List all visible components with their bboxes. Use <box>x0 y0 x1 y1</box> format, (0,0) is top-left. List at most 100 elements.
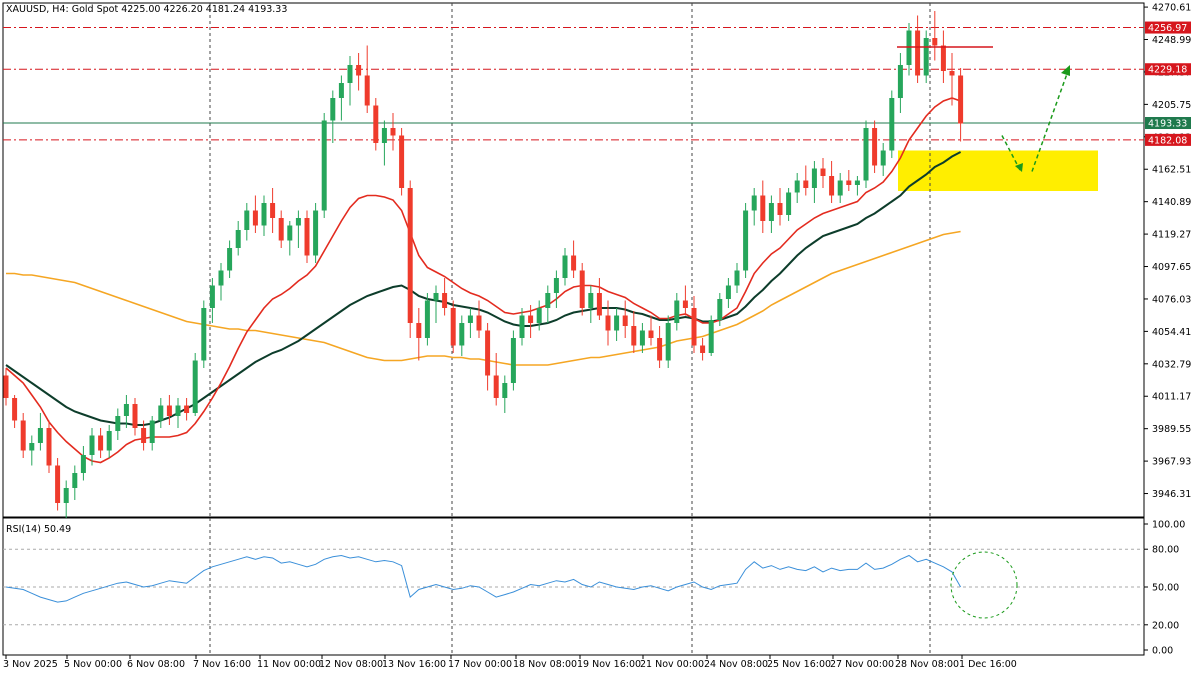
price-level-tag <box>1145 117 1191 130</box>
time-tick-label: 11 Nov 00:00 <box>257 659 321 670</box>
candle-body <box>708 320 714 353</box>
candle-body <box>20 420 26 451</box>
price-tick-label: 4205.75 <box>1152 100 1191 111</box>
annotations-layer <box>897 46 1070 172</box>
candle-body <box>588 293 594 308</box>
price-level-label: 4256.97 <box>1148 23 1187 34</box>
ema-dark-line <box>5 151 962 426</box>
candle-body <box>46 428 52 466</box>
time-tick-label: 24 Nov 08:00 <box>704 659 768 670</box>
down-arrow-head <box>1015 163 1023 172</box>
price-tick-label: 4140.89 <box>1152 197 1191 208</box>
candle-body <box>717 299 723 320</box>
candle-body <box>364 75 370 106</box>
price-tick-label: 3989.55 <box>1152 424 1191 435</box>
price-level-tag <box>1145 63 1191 76</box>
candle-body <box>648 330 654 338</box>
candle-body <box>837 180 843 196</box>
time-tick-label: 6 Nov 08:00 <box>127 659 185 670</box>
candle-body <box>923 38 929 76</box>
candle-body <box>545 293 551 308</box>
rsi-tick-label: 80.00 <box>1152 545 1179 556</box>
price-level-tag <box>1145 133 1191 146</box>
candle-body <box>691 308 697 346</box>
time-axis-layer: 3 Nov 2025 5 Nov 00:00 6 Nov 08:00 7 Nov 16… <box>3 655 1017 670</box>
candle-body <box>244 210 250 230</box>
candle-body <box>37 428 43 443</box>
candle-body <box>209 285 215 308</box>
support-zone-layer <box>898 150 1098 191</box>
time-tick-label: 25 Nov 16:00 <box>767 659 831 670</box>
candle-body <box>158 405 164 421</box>
candle-body <box>863 128 869 181</box>
candle-body <box>682 300 688 308</box>
price-axis-layer: 4270.614248.994227.374205.754184.134162.… <box>1144 3 1191 657</box>
candle-body <box>184 405 190 413</box>
price-tick-label: 4011.17 <box>1152 392 1191 403</box>
price-tick-label: 4248.99 <box>1152 35 1191 46</box>
candle-body <box>459 323 465 346</box>
candle-body <box>175 405 181 416</box>
candle-body <box>227 248 233 271</box>
rsi-highlight-circle <box>950 551 1018 619</box>
candle-body <box>794 180 800 193</box>
candle-body <box>665 323 671 361</box>
candle-body <box>786 192 792 215</box>
candle-body <box>502 383 508 398</box>
candle-body <box>536 308 542 323</box>
candle-body <box>631 326 637 346</box>
candle-body <box>519 315 525 338</box>
candle-body <box>407 188 413 323</box>
price-level-label: 4182.08 <box>1148 135 1187 146</box>
time-tick-label: 5 Nov 00:00 <box>64 659 122 670</box>
candle-body <box>252 210 258 226</box>
rsi-layer <box>3 548 1144 626</box>
candle-body <box>80 455 86 473</box>
time-tick-label: 13 Nov 16:00 <box>382 659 446 670</box>
candle-body <box>940 45 946 71</box>
candle-body <box>235 230 241 248</box>
ema-red-line <box>5 97 961 464</box>
candle-body <box>278 218 284 241</box>
time-tick-label: 27 Nov 00:00 <box>830 659 894 670</box>
candle-body <box>433 293 439 301</box>
up-arrow-head <box>1061 65 1070 76</box>
candle-body <box>63 488 69 503</box>
candle-body <box>803 180 809 188</box>
candle-body <box>528 315 534 323</box>
rsi-tick-label: 100.00 <box>1152 520 1185 531</box>
candle-body <box>562 255 568 278</box>
candle-body <box>381 128 387 143</box>
candle-body <box>829 176 835 196</box>
candle-body <box>261 203 267 226</box>
time-tick-label: 17 Nov 00:00 <box>448 659 512 670</box>
candle-body <box>622 315 628 326</box>
candle-body <box>674 300 680 323</box>
candle-body <box>132 404 138 428</box>
candle-body <box>347 65 353 83</box>
candle-body <box>605 315 611 331</box>
candle-body <box>3 375 9 398</box>
candle-body <box>777 203 783 215</box>
candle-body <box>571 255 577 271</box>
candle-body <box>330 98 336 121</box>
price-tick-label: 3946.31 <box>1152 489 1191 500</box>
candle-body <box>166 405 172 416</box>
rsi-title: RSI(14) 50.49 <box>6 524 71 535</box>
candle-body <box>72 473 78 488</box>
time-tick-label: 7 Nov 16:00 <box>193 659 251 670</box>
candle-body <box>149 420 155 443</box>
candle-body <box>295 218 301 226</box>
candle-body <box>734 270 740 286</box>
candle-body <box>854 180 860 185</box>
time-tick-label: 18 Nov 08:00 <box>513 659 577 670</box>
candle-body <box>915 30 921 76</box>
candle-body <box>639 330 645 346</box>
candle-body <box>442 293 448 308</box>
candle-body <box>760 195 766 221</box>
candle-body <box>958 75 964 124</box>
candle-body <box>192 360 198 413</box>
price-tick-label: 4076.03 <box>1152 294 1191 305</box>
price-pane-frame <box>2 2 1145 518</box>
